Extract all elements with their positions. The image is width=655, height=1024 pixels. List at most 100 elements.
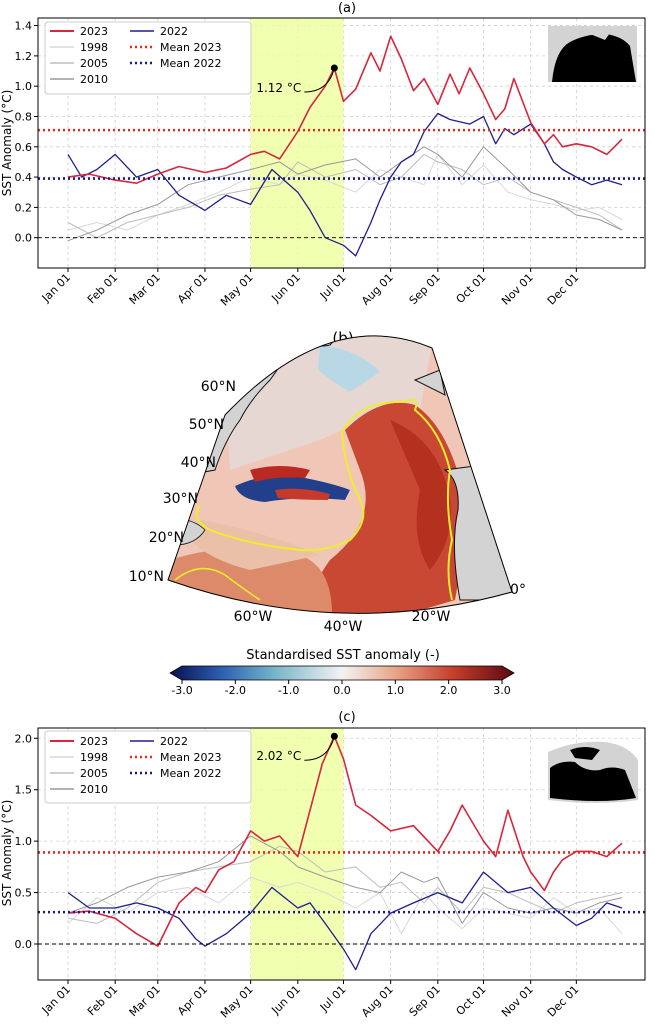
x-tick-label: May 01 bbox=[218, 983, 256, 1021]
x-tick-label: Dec 01 bbox=[545, 983, 582, 1020]
x-tick-label: Jun 01 bbox=[269, 271, 303, 305]
panel-a-annotation: 1.12 °C bbox=[256, 64, 338, 95]
legend-label: 2023 bbox=[80, 735, 108, 748]
x-tick-label: Mar 01 bbox=[127, 271, 163, 307]
legend-label: 1998 bbox=[80, 41, 108, 54]
lat-label: 20°N bbox=[149, 530, 184, 546]
lon-label: 40°W bbox=[324, 619, 363, 635]
y-tick-label: 1.0 bbox=[15, 835, 33, 848]
y-tick-label: 0.2 bbox=[15, 201, 33, 214]
y-tick-label: 0.4 bbox=[15, 171, 33, 184]
panel-a: (a) 0.0 0.2 0.4 0.6 0.8 1.0 1.2 1.4 Jan 01 Feb 0… bbox=[0, 1, 646, 309]
colorbar-ticks: -3.0 -2.0 -1.0 0.0 1.0 2.0 3.0 bbox=[171, 680, 511, 697]
series-line-2005 bbox=[67, 845, 623, 924]
x-tick-label: Feb 01 bbox=[85, 983, 120, 1018]
series-line-2023 bbox=[67, 35, 623, 184]
panel-a-y-ticks: 0.0 0.2 0.4 0.6 0.8 1.0 1.2 1.4 bbox=[15, 20, 38, 245]
lat-label: 10°N bbox=[129, 569, 164, 585]
y-tick-label: 2.0 bbox=[15, 732, 33, 745]
colorbar-tick-label: 1.0 bbox=[387, 684, 405, 697]
lat-label: 40°N bbox=[181, 455, 216, 471]
series-line-2022 bbox=[67, 871, 623, 971]
annotation-arrow bbox=[304, 736, 335, 761]
legend-label: Mean 2023 bbox=[160, 41, 221, 54]
panel-c-frame bbox=[37, 727, 646, 981]
series-line-1998 bbox=[67, 153, 623, 231]
panel-a-inset-map bbox=[548, 26, 637, 82]
x-tick-label: Dec 01 bbox=[545, 271, 582, 308]
panel-c-ylabel: SST Anomaly (°C) bbox=[0, 800, 14, 907]
panel-a-x-ticks: Jan 01 Feb 01 Mar 01 Apr 01 May 01 Jun 01 Jul … bbox=[39, 268, 582, 309]
y-tick-label: 1.5 bbox=[15, 784, 33, 797]
longitude-labels: 60°W 40°W 20°W 0° bbox=[234, 582, 526, 635]
y-tick-label: 1.4 bbox=[15, 20, 33, 33]
panel-c-mean-lines bbox=[38, 851, 645, 945]
y-tick-label: 0.5 bbox=[15, 887, 33, 900]
series-line-2023 bbox=[67, 735, 623, 947]
x-tick-label: Nov 01 bbox=[499, 271, 536, 308]
series-line-2010 bbox=[67, 146, 623, 242]
panel-c-inset-map bbox=[548, 741, 638, 803]
y-tick-label: 1.0 bbox=[15, 80, 33, 93]
x-tick-label: Oct 01 bbox=[454, 271, 489, 306]
lat-label: 30°N bbox=[163, 491, 198, 507]
panel-a-ylabel: SST Anomaly (°C) bbox=[0, 90, 14, 197]
legend-label: 2022 bbox=[160, 25, 188, 38]
annotation-arrow bbox=[304, 67, 335, 93]
colorbar-tick-label: 0.0 bbox=[333, 684, 351, 697]
panel-c: (c) 0.0 0.5 1.0 1.5 2.0 Jan 01 Feb 01 Mar 01 Ap… bbox=[0, 710, 646, 1021]
x-tick-label: Jan 01 bbox=[39, 983, 73, 1017]
legend-label: 2010 bbox=[80, 783, 108, 796]
x-tick-label: Apr 01 bbox=[175, 271, 210, 306]
x-tick-label: Sep 01 bbox=[407, 983, 443, 1019]
x-tick-label: Oct 01 bbox=[454, 983, 489, 1018]
panel-c-x-ticks: Jan 01 Feb 01 Mar 01 Apr 01 May 01 Jun 01 Jul … bbox=[39, 980, 582, 1021]
x-tick-label: Sep 01 bbox=[407, 271, 443, 307]
legend-label: Mean 2022 bbox=[160, 767, 221, 780]
x-tick-label: Aug 01 bbox=[359, 271, 396, 308]
colorbar-tick-label: -2.0 bbox=[225, 684, 246, 697]
panel-a-highlight-period bbox=[250, 18, 344, 268]
legend-label: 2022 bbox=[160, 735, 188, 748]
colorbar-tick-label: 2.0 bbox=[440, 684, 458, 697]
x-tick-label: Jul 01 bbox=[317, 271, 349, 303]
lon-label: 20°W bbox=[412, 609, 451, 625]
legend-label: Mean 2022 bbox=[160, 57, 221, 70]
legend-label: 2010 bbox=[80, 73, 108, 86]
legend-label: 2005 bbox=[80, 57, 108, 70]
y-tick-label: 1.2 bbox=[15, 50, 33, 63]
panel-c-y-ticks: 0.0 0.5 1.0 1.5 2.0 bbox=[15, 732, 38, 951]
y-tick-label: 0.0 bbox=[15, 232, 33, 245]
y-tick-label: 0.8 bbox=[15, 110, 33, 123]
latitude-labels: 60°N 50°N 40°N 30°N 20°N 10°N bbox=[129, 379, 236, 585]
x-tick-label: Aug 01 bbox=[359, 983, 396, 1020]
lat-label: 60°N bbox=[201, 379, 236, 395]
annotation-peak-marker bbox=[330, 64, 338, 72]
lon-label: 0° bbox=[510, 582, 526, 598]
panel-a-mean-lines bbox=[38, 128, 645, 239]
legend-label: 2005 bbox=[80, 767, 108, 780]
panel-c-label: (c) bbox=[338, 710, 355, 725]
lat-label: 50°N bbox=[189, 417, 224, 433]
panel-b: (b) 60°N50° bbox=[129, 329, 526, 697]
panel-c-legend: 2023 1998 2005 2010 2022 Mean 2023 Mean 2022 bbox=[44, 730, 252, 804]
colorbar-tick-label: 3.0 bbox=[493, 684, 511, 697]
x-tick-label: Feb 01 bbox=[85, 271, 120, 306]
legend-label: 2023 bbox=[80, 25, 108, 38]
x-tick-label: Jun 01 bbox=[269, 983, 303, 1017]
colorbar-tick-label: -1.0 bbox=[278, 684, 299, 697]
x-tick-label: Nov 01 bbox=[499, 983, 536, 1020]
panel-a-legend: 2023 1998 2005 2010 2022 Mean 2023 Mean 2022 bbox=[44, 21, 252, 95]
panel-a-label: (a) bbox=[338, 1, 356, 16]
colorbar-tick-label: -3.0 bbox=[171, 684, 192, 697]
legend-label: Mean 2023 bbox=[160, 751, 221, 764]
panel-c-annotation: 2.02 °C bbox=[256, 732, 338, 763]
panel-a-series bbox=[67, 35, 623, 257]
annotation-peak-marker bbox=[330, 732, 338, 740]
map-frame bbox=[167, 335, 513, 614]
x-tick-label: Apr 01 bbox=[175, 983, 210, 1018]
panel-a-frame bbox=[37, 17, 646, 269]
colorbar-label: Standardised SST anomaly (-) bbox=[246, 648, 440, 663]
y-tick-label: 0.6 bbox=[15, 141, 33, 154]
